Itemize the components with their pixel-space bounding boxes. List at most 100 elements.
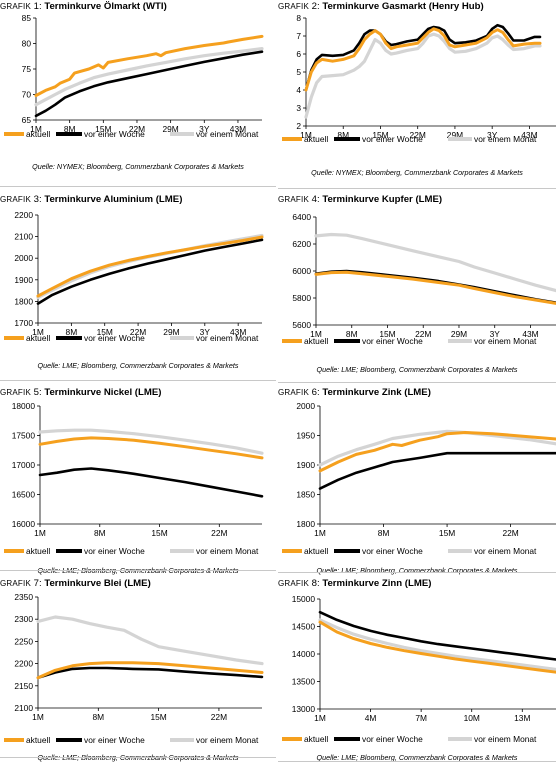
chart-title: GRAFIK 7: Terminkurve Blei (LME) xyxy=(0,578,151,589)
legend-label: aktuell xyxy=(304,546,328,556)
chart-title-text: Terminkurve Kupfer (LME) xyxy=(322,194,443,205)
y-tick-label: 18000 xyxy=(12,401,36,411)
chart-title-prefix: GRAFIK xyxy=(0,388,31,397)
y-tick-label: 85 xyxy=(22,13,32,23)
chart-source: Quelle: LME; Bloomberg, Commerzbank Corp… xyxy=(316,566,518,575)
y-tick-label: 2 xyxy=(296,121,301,131)
chart-source: Quelle: NYMEX; Bloomberg, Commerzbank Co… xyxy=(32,162,244,171)
divider xyxy=(278,382,556,383)
legend-label: vor einer Woche xyxy=(362,134,423,144)
y-tick-label: 1700 xyxy=(14,318,33,328)
y-tick-label: 17500 xyxy=(12,431,36,441)
chart-panel-lead: GRAFIK 7: Terminkurve Blei (LME) 2100 2150… xyxy=(0,577,276,762)
x-tick-label: 7M xyxy=(415,713,427,723)
series-line-aktuell xyxy=(318,620,556,674)
chart-panel-zinc: GRAFIK 6: Terminkurve Zink (LME) 1800 1850… xyxy=(278,386,556,575)
chart-title: GRAFIK 2: Terminkurve Gasmarkt (Henry Hu… xyxy=(278,1,484,12)
series-line-vor-einem-monat xyxy=(304,32,542,119)
chart-title-number: 1: xyxy=(33,1,45,12)
y-tick-label: 16000 xyxy=(12,519,36,529)
y-tick-label: 2000 xyxy=(14,253,33,263)
chart-svg: 16000 16500 17000 17500 18000 1M 8M 15M 22M aktue… xyxy=(4,401,264,556)
x-tick-label: 15M xyxy=(379,329,395,339)
x-tick-label: 29M xyxy=(162,124,178,134)
y-tick-label: 2200 xyxy=(14,659,33,669)
chart-title: GRAFIK 4: Terminkurve Kupfer (LME) xyxy=(278,194,442,205)
y-tick-label: 6 xyxy=(296,49,301,59)
y-tick-label: 2150 xyxy=(14,681,33,691)
chart-title-text: Terminkurve Aluminium (LME) xyxy=(44,194,183,205)
y-tick-label: 2100 xyxy=(14,232,33,242)
chart-title-prefix: GRAFIK xyxy=(0,195,31,204)
series-line-vor-einem-monat xyxy=(34,47,264,107)
y-tick-label: 80 xyxy=(22,39,32,49)
chart-title: GRAFIK 5: Terminkurve Nickel (LME) xyxy=(0,387,161,398)
x-tick-label: 43M xyxy=(230,124,246,134)
series-line-vor-einem-monat xyxy=(38,428,264,455)
y-tick-label: 13000 xyxy=(292,704,316,714)
x-tick-label: 22M xyxy=(415,329,431,339)
series-line-vor-einem-monat xyxy=(318,618,556,671)
chart-title-text: Terminkurve Ölmarkt (WTI) xyxy=(44,1,167,12)
x-tick-label: 8M xyxy=(64,124,76,134)
series-line-vor-einer-woche xyxy=(318,610,556,661)
x-tick-label: 22M xyxy=(211,528,227,538)
legend-label: vor einer Woche xyxy=(84,129,145,139)
y-tick-label: 6200 xyxy=(292,239,311,249)
y-tick-label: 16500 xyxy=(12,490,36,500)
chart-panel-copper: GRAFIK 4: Terminkurve Kupfer (LME) 5600 58… xyxy=(278,193,556,383)
legend-label: aktuell xyxy=(26,546,50,556)
x-tick-label: 1M xyxy=(300,130,312,140)
x-tick-label: 43M xyxy=(230,327,246,337)
legend-label: vor einem Monat xyxy=(474,336,537,346)
legend-label: vor einem Monat xyxy=(196,735,259,745)
x-tick-label: 8M xyxy=(92,712,104,722)
legend-label: aktuell xyxy=(304,336,328,346)
x-tick-label: 1M xyxy=(32,327,44,337)
series-line-vor-einem-monat xyxy=(36,233,264,300)
y-tick-label: 1950 xyxy=(296,431,315,441)
chart-source: Quelle: LME; Bloomberg, Commerzbank Corp… xyxy=(37,361,239,370)
chart-title-text: Terminkurve Blei (LME) xyxy=(44,578,151,589)
x-tick-label: 10M xyxy=(464,713,480,723)
chart-panel-gas: GRAFIK 2: Terminkurve Gasmarkt (Henry Hu… xyxy=(278,0,556,192)
y-tick-label: 2200 xyxy=(14,210,33,220)
y-tick-label: 6000 xyxy=(292,266,311,276)
chart-svg: 13000 13500 14000 14500 15000 1M 4M 7M 10M 13M akt… xyxy=(282,594,556,744)
y-tick-label: 70 xyxy=(22,90,32,100)
legend-label: vor einem Monat xyxy=(474,734,537,744)
x-tick-label: 1M xyxy=(310,329,322,339)
chart-svg: 5600 5800 6000 6200 6400 1M 8M 15M 22M 29M 3Y 43M ak… xyxy=(282,212,556,346)
chart-title-prefix: GRAFIK xyxy=(278,579,309,588)
legend-label: aktuell xyxy=(26,129,50,139)
legend-label: vor einem Monat xyxy=(196,333,259,343)
chart-svg: 65 70 75 80 85 1M 8M 15M 22M 29M 3Y 43M aktuell vor e… xyxy=(4,13,264,139)
series-line-aktuell xyxy=(304,27,542,92)
chart-title: GRAFIK 6: Terminkurve Zink (LME) xyxy=(278,387,431,398)
y-tick-label: 1900 xyxy=(296,460,315,470)
chart-panel-oil: GRAFIK 1: Terminkurve Ölmarkt (WTI) 65 70 7… xyxy=(0,0,276,192)
x-tick-label: 15M xyxy=(150,712,166,722)
divider xyxy=(0,380,276,381)
y-tick-label: 13500 xyxy=(292,677,316,687)
legend-label: vor einer Woche xyxy=(362,336,423,346)
chart-title-number: 2: xyxy=(311,1,323,12)
legend-label: aktuell xyxy=(26,333,50,343)
legend-label: vor einem Monat xyxy=(196,546,259,556)
x-tick-label: 1M xyxy=(314,528,326,538)
x-tick-label: 3Y xyxy=(490,329,501,339)
series-line-aktuell xyxy=(36,661,264,680)
y-tick-label: 2250 xyxy=(14,636,33,646)
legend-label: vor einem Monat xyxy=(474,546,537,556)
chart-source: Quelle: LME; Bloomberg, Commerzbank Corp… xyxy=(316,753,518,762)
chart-panel-aluminium: GRAFIK 3: Terminkurve Aluminium (LME) 170… xyxy=(0,193,276,383)
y-tick-label: 4 xyxy=(296,85,301,95)
legend-label: aktuell xyxy=(26,735,50,745)
chart-title-number: 4: xyxy=(311,194,323,205)
chart-title-number: 5: xyxy=(33,387,45,398)
chart-title: GRAFIK 8: Terminkurve Zinn (LME) xyxy=(278,578,431,589)
legend-label: vor einem Monat xyxy=(474,134,537,144)
y-tick-label: 3 xyxy=(296,103,301,113)
chart-title-text: Terminkurve Gasmarkt (Henry Hub) xyxy=(322,1,484,12)
x-tick-label: 15M xyxy=(151,528,167,538)
